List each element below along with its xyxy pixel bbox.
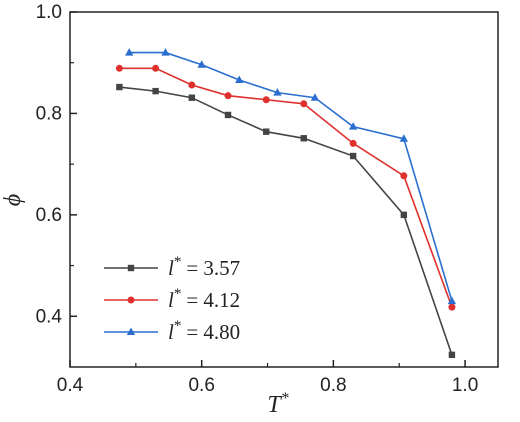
legend-value: = 4.80 — [186, 320, 240, 344]
x-axis-title-var: T — [267, 392, 282, 418]
legend-entry: l* = 3.57 — [104, 254, 240, 280]
legend-entry: l* = 4.80 — [104, 318, 240, 344]
plot-frame — [69, 11, 499, 368]
legend-sup: * — [174, 318, 182, 334]
legend-sup: * — [174, 254, 182, 270]
x-tick-label: 1.0 — [452, 375, 478, 396]
data-point-circle — [188, 81, 196, 89]
data-point-circle — [262, 96, 270, 104]
x-tick-label: 0.6 — [188, 375, 214, 396]
x-axis-title-sup: * — [281, 390, 289, 407]
y-axis-ticks: 0.4 0.6 0.8 1.0 — [36, 2, 77, 327]
data-point-circle — [224, 92, 232, 100]
data-point-circle — [152, 64, 160, 72]
series-2 — [115, 64, 456, 311]
data-point-square — [224, 111, 232, 119]
legend-var: l — [168, 256, 174, 280]
data-point-triangle — [348, 122, 358, 130]
y-tick-label: 1.0 — [36, 2, 62, 23]
data-point-square — [116, 83, 123, 91]
legend-label: l* = 4.80 — [168, 318, 240, 344]
data-point-circle — [127, 296, 135, 304]
data-point-square — [300, 135, 307, 142]
data-point-square — [188, 94, 196, 101]
data-point-triangle — [447, 296, 457, 305]
x-axis-ticks: 0.4 0.6 0.8 1.0 — [57, 360, 478, 396]
legend: l* = 3.57l* = 4.12l* = 4.80 — [104, 254, 240, 344]
legend-var: l — [168, 320, 174, 344]
data-point-square — [127, 264, 135, 272]
y-tick-label: 0.6 — [36, 205, 62, 226]
data-point-triangle — [125, 48, 134, 56]
data-point-square — [263, 128, 270, 135]
series-3 — [125, 48, 457, 305]
data-point-triangle — [310, 93, 320, 101]
y-tick-label: 0.4 — [36, 306, 63, 327]
y-tick-label: 0.8 — [36, 103, 62, 124]
data-point-square — [448, 351, 456, 359]
data-point-triangle — [273, 88, 282, 96]
data-point-circle — [349, 139, 357, 147]
data-point-square — [400, 211, 408, 219]
data-point-triangle — [399, 134, 409, 142]
series-line — [119, 86, 453, 356]
x-tick-label: 0.8 — [320, 375, 346, 396]
data-point-triangle — [235, 75, 244, 83]
legend-value: = 3.57 — [186, 256, 240, 280]
legend-label: l* = 3.57 — [168, 254, 240, 280]
series-1 — [116, 83, 456, 359]
data-point-square — [152, 87, 159, 95]
x-tick-label: 0.4 — [57, 375, 84, 396]
data-point-square — [349, 152, 357, 160]
data-point-triangle — [197, 60, 206, 68]
legend-entry: l* = 4.12 — [104, 286, 240, 312]
legend-value: = 4.12 — [186, 288, 240, 312]
legend-sup: * — [174, 286, 182, 302]
data-point-circle — [448, 303, 456, 311]
data-point-circle — [300, 100, 308, 108]
data-point-circle — [400, 172, 408, 180]
x-axis-title: T* — [267, 390, 288, 418]
data-point-circle — [115, 64, 123, 72]
legend-var: l — [168, 288, 174, 312]
y-axis-title: ϕ — [0, 194, 26, 206]
data-point-triangle — [161, 48, 170, 56]
series-layer — [115, 48, 457, 359]
data-point-triangle — [126, 327, 136, 335]
legend-label: l* = 4.12 — [168, 286, 240, 312]
